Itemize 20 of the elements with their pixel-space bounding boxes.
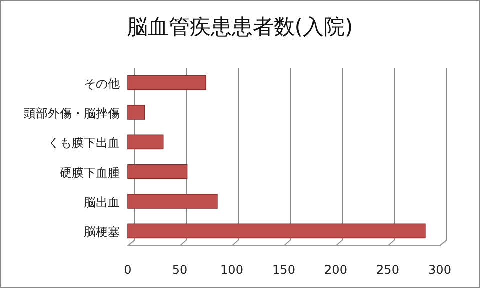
x-tick-label: 200 [324, 263, 348, 277]
bar [128, 134, 164, 150]
x-tick-label: 100 [220, 263, 244, 277]
x-tick-label: 150 [272, 263, 296, 277]
bar [128, 194, 218, 209]
bar [128, 224, 426, 239]
y-tick-label: 脳出血 [84, 196, 120, 210]
y-tick-label: 脳梗塞 [84, 225, 120, 240]
bar [128, 105, 146, 120]
bar [128, 164, 188, 180]
x-tick-label: 0 [124, 263, 132, 277]
y-tick-label: くも膜下出血 [48, 136, 120, 150]
x-tick-label: 250 [376, 263, 400, 277]
bar [128, 75, 206, 90]
x-tick-label: 300 [428, 263, 452, 277]
x-tick-label: 50 [172, 263, 188, 277]
y-tick-label: その他 [84, 76, 120, 91]
y-tick-label: 頭部外傷・脳挫傷 [24, 106, 120, 120]
y-tick-label: 硬膜下血腫 [60, 166, 120, 180]
chart-title: 脳血管疾患患者数(入院) [126, 15, 354, 39]
